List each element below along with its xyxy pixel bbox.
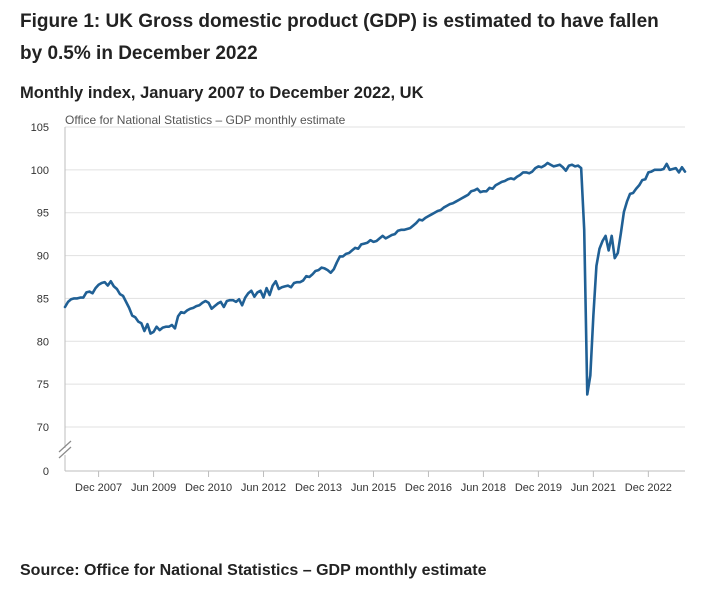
chart-title: Figure 1: UK Gross domestic product (GDP… — [20, 11, 659, 64]
y-tick-label-75: 75 — [37, 379, 49, 391]
source-note: Source: Office for National Statistics –… — [20, 562, 487, 579]
gridlines — [65, 126, 685, 428]
y-tick-label-90: 90 — [37, 251, 49, 263]
y-tick-label-70: 70 — [37, 422, 49, 434]
axis-break-mark-1 — [58, 440, 72, 453]
y-tick-labels: 0 70 75 80 85 90 95 100 105 — [31, 122, 49, 478]
axes — [58, 127, 685, 477]
x-tick-label-10: Dec 2022 — [625, 482, 672, 494]
y-tick-label-95: 95 — [37, 208, 49, 220]
chart-subtitle: Monthly index, January 2007 to December … — [20, 84, 424, 102]
x-tick-label-4: Dec 2013 — [295, 482, 342, 494]
x-tick-labels: Dec 2007 Jun 2009 Dec 2010 Jun 2012 Dec 2013… — [75, 482, 672, 494]
y-tick-label-0: 0 — [43, 466, 49, 478]
series-line-gdp — [63, 161, 687, 396]
y-tick-label-105: 105 — [31, 122, 49, 134]
axis-break-mark-2 — [58, 446, 72, 459]
x-tick-label-7: Jun 2018 — [461, 482, 506, 494]
y-tick-label-85: 85 — [37, 293, 49, 305]
x-tick-label-5: Jun 2015 — [351, 482, 396, 494]
x-tick-label-1: Jun 2009 — [131, 482, 176, 494]
chart-note: Office for National Statistics – GDP mon… — [65, 113, 346, 127]
x-tick-label-9: Jun 2021 — [571, 482, 616, 494]
x-tick-label-2: Dec 2010 — [185, 482, 232, 494]
y-tick-label-100: 100 — [31, 165, 49, 177]
x-tick-label-3: Jun 2012 — [241, 482, 286, 494]
x-tick-label-0: Dec 2007 — [75, 482, 122, 494]
x-tick-label-8: Dec 2019 — [515, 482, 562, 494]
y-tick-label-80: 80 — [37, 336, 49, 348]
x-tick-label-6: Dec 2016 — [405, 482, 452, 494]
